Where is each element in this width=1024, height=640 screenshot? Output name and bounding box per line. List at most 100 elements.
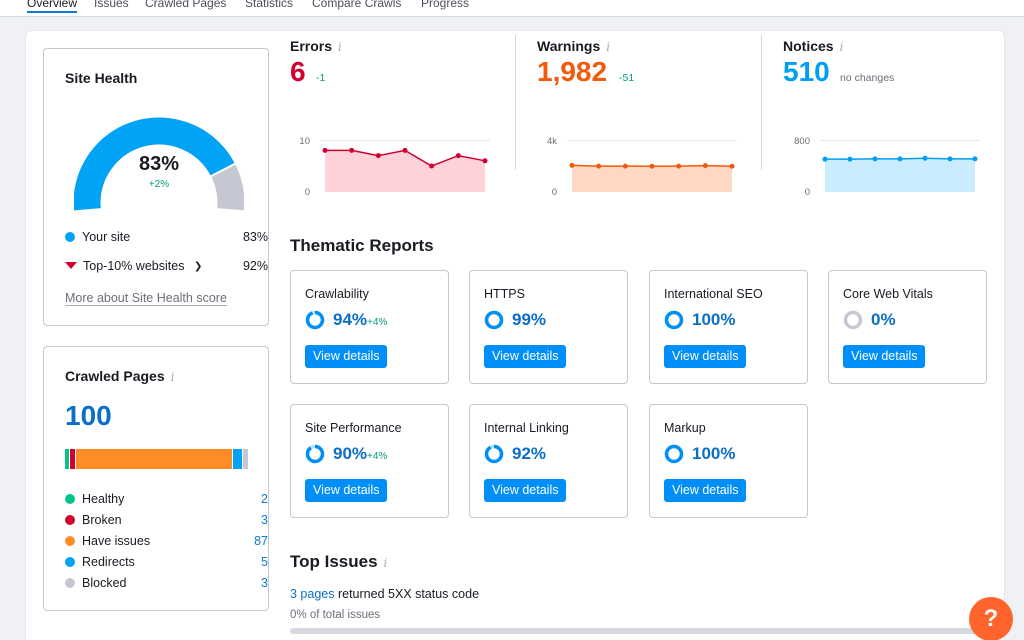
view-details-button[interactable]: View details (484, 479, 567, 502)
report-delta: +4% (367, 317, 388, 328)
bar-segment-broken[interactable] (69, 449, 75, 469)
info-icon[interactable]: i (839, 40, 844, 54)
bar-segment-redirects[interactable] (232, 449, 242, 469)
legend-dot (65, 494, 75, 504)
sparkline-point[interactable] (455, 153, 461, 159)
sparkline-area (572, 165, 732, 192)
errors-label: Errors i (290, 38, 342, 54)
bar-segment-healthy[interactable] (65, 449, 69, 469)
legend-broken[interactable]: Broken 3 (65, 513, 268, 529)
report-percent[interactable]: 99% (512, 310, 547, 329)
bar-segment-have-issues[interactable] (75, 449, 232, 469)
bar-segment-blocked[interactable] (242, 449, 249, 469)
legend-label: Broken (82, 513, 122, 527)
sparkline-point[interactable] (822, 156, 828, 162)
legend-redirects[interactable]: Redirects 5 (65, 555, 268, 571)
warnings-delta: -51 (619, 72, 635, 84)
legend-your-site: Your site 83% (65, 230, 268, 246)
legend-value[interactable]: 2 (261, 492, 268, 506)
sparkline-point[interactable] (482, 158, 488, 164)
legend-label: Have issues (82, 534, 151, 548)
crawled-pages-total[interactable]: 100 (65, 400, 112, 431)
view-details-button[interactable]: View details (305, 345, 388, 368)
report-card-site-performance: Site Performance 90% +4% View details (290, 404, 449, 518)
sparkline-point[interactable] (922, 155, 928, 161)
legend-dot (65, 578, 75, 588)
sparkline-point[interactable] (947, 156, 953, 162)
chevron-down-icon[interactable]: ❯ (193, 261, 203, 272)
legend-blocked[interactable]: Blocked 3 (65, 576, 268, 592)
report-percent[interactable]: 100% (692, 444, 736, 463)
errors-y-min: 0 (304, 187, 310, 198)
report-percent[interactable]: 94% (333, 310, 368, 329)
ring-fill (305, 444, 325, 464)
sparkline-point[interactable] (375, 153, 381, 159)
thematic-reports-title: Thematic Reports (290, 236, 434, 255)
issue-pages-link[interactable]: 3 pages (290, 587, 335, 601)
sparkline-point[interactable] (702, 163, 708, 169)
legend-top10[interactable]: Top-10% websites ❯ 92% (65, 259, 268, 275)
progress-ring-icon (664, 310, 684, 330)
site-health-more-link[interactable]: More about Site Health score (65, 291, 227, 306)
notices-label-text: Notices (783, 38, 834, 54)
tab-crawled-pages[interactable]: Crawled Pages (145, 0, 227, 10)
notices-delta: no changes (840, 72, 895, 84)
sparkline-point[interactable] (402, 147, 408, 153)
sparkline-point[interactable] (676, 163, 682, 169)
view-details-button[interactable]: View details (664, 479, 747, 502)
progress-ring-icon (664, 444, 684, 464)
sparkline-point[interactable] (897, 156, 903, 162)
sparkline-point[interactable] (429, 163, 435, 169)
view-details-button[interactable]: View details (305, 479, 388, 502)
notices-value[interactable]: 510 (783, 56, 830, 87)
site-health-gauge (74, 117, 244, 211)
notices-label: Notices i (783, 38, 843, 54)
report-delta: +4% (367, 451, 388, 462)
report-percent[interactable]: 90% (333, 444, 368, 463)
gauge-divider (210, 162, 236, 178)
info-icon[interactable]: i (170, 370, 175, 384)
tab-overview[interactable]: Overview (27, 0, 78, 13)
view-details-button[interactable]: View details (664, 345, 747, 368)
sparkline-point[interactable] (569, 162, 575, 168)
sparkline-point[interactable] (349, 147, 355, 153)
info-icon[interactable]: i (606, 40, 611, 54)
sparkline-point[interactable] (729, 163, 735, 169)
sparkline-point[interactable] (649, 163, 655, 169)
view-details-button[interactable]: View details (484, 345, 567, 368)
sparkline-point[interactable] (872, 156, 878, 162)
warnings-value[interactable]: 1,982 (537, 56, 608, 87)
legend-value[interactable]: 87 (254, 534, 268, 548)
tab-progress[interactable]: Progress (421, 0, 470, 10)
tab-statistics[interactable]: Statistics (245, 0, 294, 10)
tab-issues[interactable]: Issues (94, 0, 129, 10)
info-icon[interactable]: i (383, 556, 388, 570)
sparkline-point[interactable] (972, 156, 978, 162)
errors-value[interactable]: 6 (290, 56, 306, 87)
report-percent[interactable]: 92% (512, 444, 547, 463)
sparkline-point[interactable] (322, 147, 328, 153)
top10-value: 92% (242, 259, 268, 273)
view-details-button[interactable]: View details (843, 345, 926, 368)
legend-dot (65, 536, 75, 546)
report-percent[interactable]: 100% (692, 310, 736, 329)
legend-value[interactable]: 3 (261, 513, 268, 527)
tab-compare-crawls[interactable]: Compare Crawls (312, 0, 402, 10)
legend-value[interactable]: 3 (261, 576, 268, 590)
legend-value[interactable]: 5 (261, 555, 268, 569)
info-icon[interactable]: i (338, 40, 342, 54)
legend-healthy[interactable]: Healthy 2 (65, 492, 268, 508)
progress-ring-icon (484, 444, 504, 464)
your-site-label: Your site (82, 230, 131, 244)
sparkline-point[interactable] (622, 163, 628, 169)
help-button[interactable]: ? (969, 597, 1013, 640)
sparkline-point[interactable] (596, 163, 602, 169)
issue-share: 0% of total issues (290, 609, 381, 621)
notices-sparkline (820, 140, 980, 192)
errors-label-text: Errors (290, 38, 333, 54)
sparkline-point[interactable] (847, 156, 853, 162)
legend-have-issues[interactable]: Have issues 87 (65, 534, 268, 550)
report-card-https: HTTPS 99% View details (469, 270, 628, 384)
ring-fill (484, 444, 504, 464)
report-percent[interactable]: 0% (871, 310, 896, 329)
